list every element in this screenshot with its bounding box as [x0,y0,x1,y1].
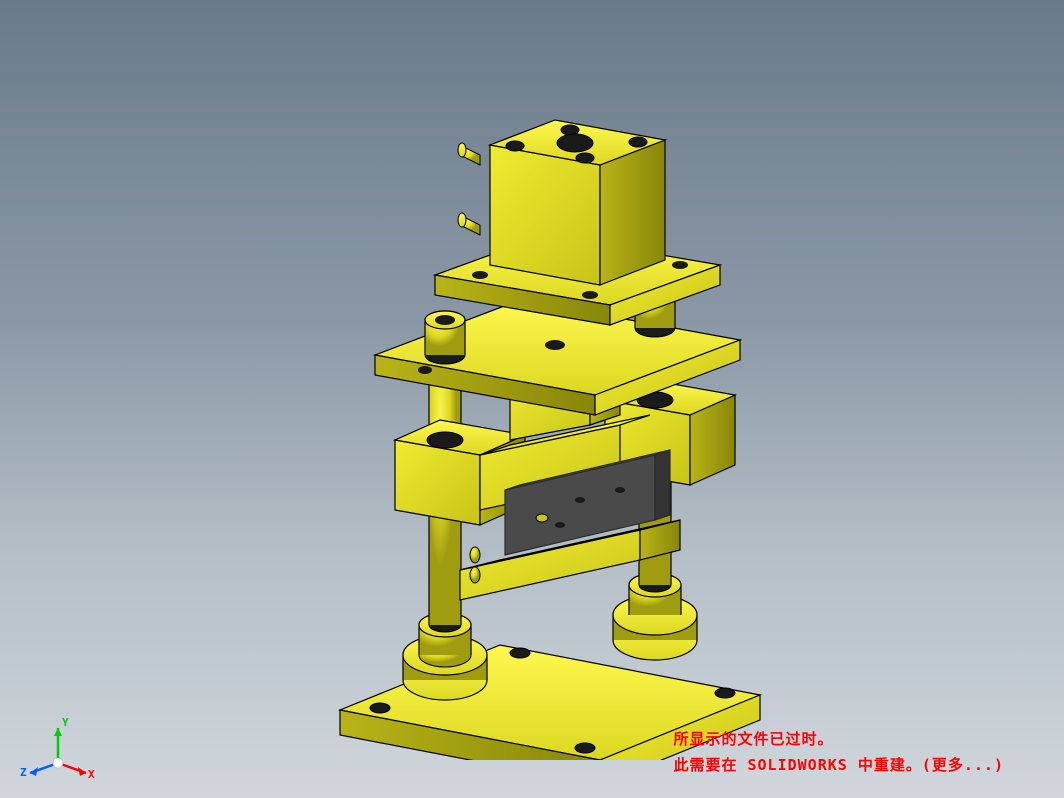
triad-svg: Z X Y [18,708,98,788]
triad-origin [53,758,63,768]
model-svg [280,70,800,760]
cad-viewport[interactable]: Z X Y 所显示的文件已过时。 此需要在 SOLIDWORKS 中重建。(更多… [0,0,1064,798]
status-message[interactable]: 所显示的文件已过时。 此需要在 SOLIDWORKS 中重建。(更多...) [673,727,1004,778]
left-column-base [403,613,487,700]
y-axis-label: Y [62,716,69,729]
left-column-top [425,311,465,355]
model-view[interactable] [280,70,800,760]
x-axis-label: X [88,768,95,781]
status-line-1: 所显示的文件已过时。 [673,727,1004,753]
z-axis-label: Z [20,766,27,779]
right-column-base [613,573,697,660]
status-line-2: 此需要在 SOLIDWORKS 中重建。(更多...) [673,753,1004,779]
coordinate-triad[interactable]: Z X Y [18,708,98,788]
